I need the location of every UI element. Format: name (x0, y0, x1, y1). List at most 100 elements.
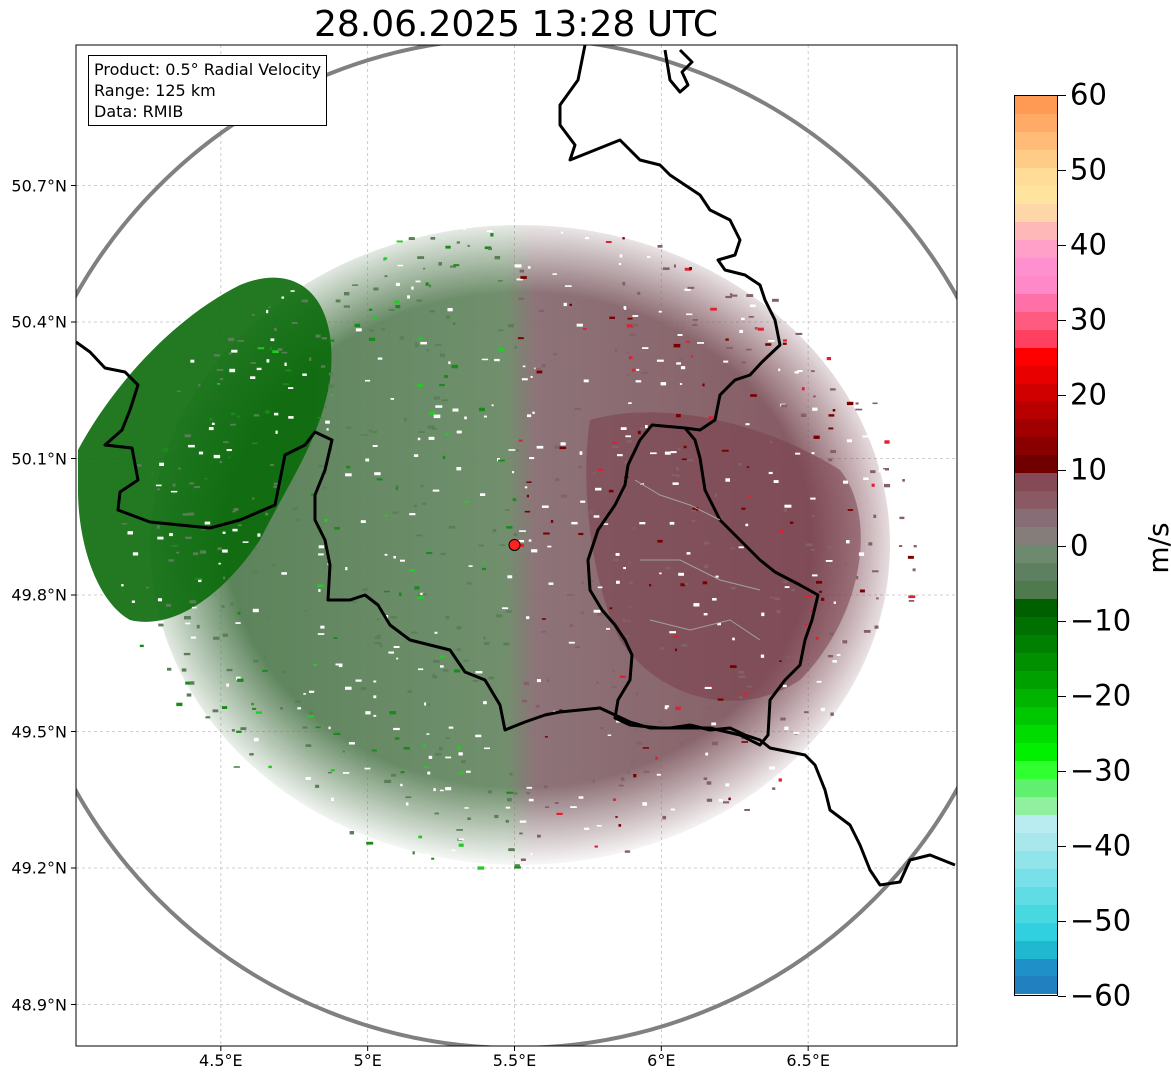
echo-speckle (432, 489, 440, 492)
echo-speckle (457, 746, 461, 750)
echo-speckle (632, 315, 639, 317)
echo-speckle (405, 802, 409, 806)
echo-speckle (464, 416, 467, 420)
echo-speckle (374, 472, 381, 476)
echo-speckle (797, 370, 803, 372)
echo-speckle (213, 636, 220, 640)
colorbar-band (1015, 96, 1057, 114)
echo-speckle (271, 563, 277, 567)
echo-speckle (252, 608, 259, 613)
echo-speckle (547, 545, 552, 548)
echo-speckle (768, 471, 773, 475)
lat-tick-label: 49.8°N (11, 585, 67, 605)
echo-speckle (681, 644, 688, 647)
echo-speckle (313, 664, 318, 666)
echo-speckle (222, 706, 228, 709)
echo-speckle (625, 435, 631, 438)
colorbar-band (1015, 814, 1057, 833)
colorbar-band (1015, 473, 1057, 492)
echo-speckle (139, 644, 144, 648)
echo-speckle (498, 348, 505, 352)
echo-speckle (647, 256, 651, 258)
echo-speckle (431, 857, 435, 860)
echo-speckle (507, 798, 512, 802)
echo-speckle (262, 669, 268, 672)
echo-speckle (645, 425, 648, 429)
echo-speckle (665, 567, 671, 569)
echo-speckle (770, 441, 773, 443)
echo-speckle (524, 486, 528, 489)
echo-speckle (365, 711, 371, 715)
colorbar-tick-label: −20 (1070, 677, 1132, 712)
echo-speckle (477, 866, 485, 870)
echo-speckle (228, 352, 232, 355)
echo-speckle (825, 560, 833, 562)
colorbar-band (1015, 886, 1057, 905)
colorbar-band (1015, 239, 1057, 258)
colorbar-tick (1058, 545, 1066, 547)
colorbar-band (1015, 850, 1057, 869)
echo-speckle (330, 394, 334, 396)
echo-speckle (475, 734, 482, 738)
echo-speckle (364, 767, 371, 770)
echo-speckle (178, 467, 181, 470)
echo-speckle (237, 611, 241, 615)
echo-speckle (222, 531, 226, 534)
echo-speckle (847, 509, 854, 511)
colorbar-band (1015, 671, 1057, 689)
echo-speckle (373, 714, 377, 717)
echo-speckle (543, 785, 548, 789)
echo-speckle (321, 266, 325, 269)
echo-speckle (596, 681, 599, 684)
echo-speckle (445, 787, 452, 791)
echo-speckle (472, 680, 479, 682)
echo-speckle (811, 370, 815, 373)
echo-speckle (635, 380, 642, 383)
echo-speckle (721, 449, 729, 452)
echo-speckle (826, 545, 832, 549)
echo-speckle (231, 412, 236, 416)
echo-speckle (433, 659, 440, 663)
echo-speckle (885, 444, 889, 447)
echo-speckle (395, 282, 400, 286)
echo-speckle (362, 588, 368, 591)
echo-speckle (323, 486, 327, 489)
echo-speckle (428, 436, 435, 440)
echo-speckle (396, 657, 399, 660)
echo-speckle (308, 711, 313, 715)
echo-speckle (344, 292, 350, 296)
echo-speckle (631, 323, 639, 327)
echo-speckle (536, 679, 541, 683)
echo-speckle (388, 651, 394, 654)
echo-speckle (372, 445, 378, 447)
echo-speckle (464, 807, 469, 809)
echo-speckle (390, 398, 395, 400)
echo-speckle (429, 310, 435, 313)
echo-speckle (626, 324, 634, 328)
echo-speckle (593, 515, 600, 518)
echo-speckle (518, 297, 525, 300)
echo-speckle (450, 265, 457, 268)
echo-speckle (467, 817, 471, 820)
echo-speckle (846, 401, 854, 406)
echo-speckle (400, 783, 403, 787)
echo-speckle (640, 427, 645, 431)
echo-speckle (393, 646, 400, 648)
echo-speckle (867, 666, 874, 670)
echo-speckle (335, 299, 340, 303)
echo-speckle (629, 333, 636, 336)
echo-speckle (384, 275, 388, 278)
lon-tick-label: 6.5°E (786, 1051, 830, 1070)
echo-speckle (268, 306, 271, 308)
lat-tick-label: 49.5°N (11, 722, 67, 741)
echo-speckle (233, 766, 240, 768)
echo-speckle (829, 547, 833, 551)
echo-speckle (191, 606, 197, 609)
echo-speckle (252, 442, 258, 445)
echo-speckle (745, 423, 750, 426)
echo-speckle (434, 753, 442, 756)
echo-speckle (508, 449, 516, 451)
echo-speckle (176, 551, 180, 554)
echo-speckle (213, 454, 221, 459)
echo-speckle (284, 362, 287, 366)
